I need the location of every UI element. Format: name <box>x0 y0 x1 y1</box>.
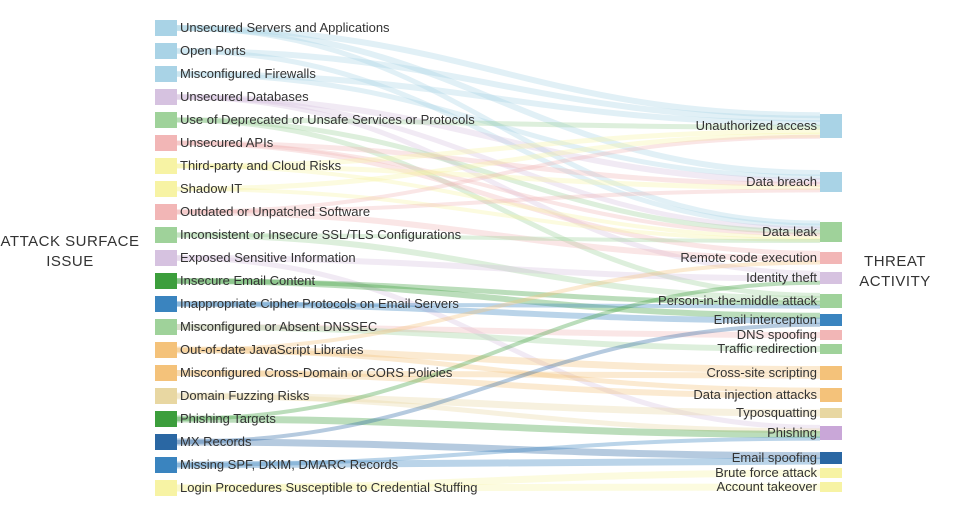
left-axis-label-line1: ATTACK SURFACE <box>0 232 140 252</box>
left-node-label: Inappropriate Cipher Protocols on Email … <box>180 296 459 312</box>
left-node-bar <box>155 204 177 220</box>
left-node-bar <box>155 342 177 358</box>
right-node-bar <box>820 330 842 340</box>
right-node-bar <box>820 252 842 264</box>
left-node-label: Shadow IT <box>180 181 242 197</box>
left-node-label: Misconfigured Firewalls <box>180 66 316 82</box>
right-node-bar <box>820 408 842 418</box>
sankey-link <box>177 51 820 119</box>
left-node-label: Outdated or Unpatched Software <box>180 204 370 220</box>
left-node-bar <box>155 480 177 496</box>
right-node-bar <box>820 172 842 192</box>
left-node-bar <box>155 135 177 151</box>
left-node-label: Inconsistent or Insecure SSL/TLS Configu… <box>180 227 461 243</box>
left-node-bar <box>155 43 177 59</box>
left-node-label: Misconfigured or Absent DNSSEC <box>180 319 377 335</box>
right-node-label: Typosquatting <box>736 405 817 421</box>
left-node-label: Login Procedures Susceptible to Credenti… <box>180 480 478 496</box>
left-node-bar <box>155 411 177 427</box>
right-node-label: Remote code execution <box>680 250 817 266</box>
left-node-bar <box>155 20 177 36</box>
left-axis-label: ATTACK SURFACE ISSUE <box>0 232 140 271</box>
right-node-label: Email interception <box>714 312 817 328</box>
left-node-bar <box>155 388 177 404</box>
left-node-bar <box>155 66 177 82</box>
right-node-bar <box>820 314 842 326</box>
left-axis-label-line2: ISSUE <box>0 252 140 272</box>
left-node-label: Misconfigured Cross-Domain or CORS Polic… <box>180 365 452 381</box>
left-node-label: Domain Fuzzing Risks <box>180 388 309 404</box>
right-node-bar <box>820 114 842 138</box>
left-node-bar <box>155 434 177 450</box>
left-node-label: Out-of-date JavaScript Libraries <box>180 342 364 358</box>
left-node-label: Missing SPF, DKIM, DMARC Records <box>180 457 398 473</box>
left-node-bar <box>155 112 177 128</box>
right-node-bar <box>820 388 842 402</box>
left-node-bar <box>155 158 177 174</box>
right-node-label: Person-in-the-middle attack <box>658 293 817 309</box>
right-node-bar <box>820 294 842 308</box>
left-node-label: Third-party and Cloud Risks <box>180 158 341 174</box>
left-node-bar <box>155 457 177 473</box>
right-axis-label-line2: ACTIVITY <box>835 272 955 292</box>
left-node-label: Insecure Email Content <box>180 273 315 289</box>
right-node-label: Email spoofing <box>732 450 817 466</box>
right-node-bar <box>820 452 842 464</box>
right-axis-label-line1: THREAT <box>835 252 955 272</box>
right-node-label: Phishing <box>767 425 817 441</box>
right-node-bar <box>820 468 842 478</box>
sankey-diagram: { "diagram": { "type": "sankey", "width"… <box>0 0 960 506</box>
right-node-bar <box>820 366 842 380</box>
right-node-label: Data injection attacks <box>693 387 817 403</box>
left-node-bar <box>155 273 177 289</box>
right-node-label: Identity theft <box>746 270 817 286</box>
right-node-bar <box>820 426 842 440</box>
left-node-bar <box>155 250 177 266</box>
right-node-bar <box>820 344 842 354</box>
sankey-link <box>177 235 820 299</box>
left-node-label: Exposed Sensitive Information <box>180 250 356 266</box>
left-node-bar <box>155 181 177 197</box>
left-node-bar <box>155 227 177 243</box>
left-node-label: Phishing Targets <box>180 411 276 427</box>
left-node-label: Open Ports <box>180 43 246 59</box>
right-node-label: Data leak <box>762 224 817 240</box>
right-node-bar <box>820 482 842 492</box>
right-axis-label: THREAT ACTIVITY <box>835 252 955 291</box>
right-node-bar <box>820 272 842 284</box>
sankey-link <box>177 137 820 212</box>
left-node-bar <box>155 365 177 381</box>
right-node-label: Cross-site scripting <box>706 365 817 381</box>
left-node-label: Use of Deprecated or Unsafe Services or … <box>180 112 475 128</box>
left-node-label: Unsecured Databases <box>180 89 309 105</box>
left-node-label: Unsecured APIs <box>180 135 273 151</box>
sankey-link <box>177 143 820 235</box>
left-node-bar <box>155 296 177 312</box>
left-node-label: MX Records <box>180 434 252 450</box>
right-node-label: Unauthorized access <box>696 118 817 134</box>
right-node-bar <box>820 222 842 242</box>
right-node-label: Account takeover <box>717 479 817 495</box>
left-node-label: Unsecured Servers and Applications <box>180 20 390 36</box>
left-node-bar <box>155 319 177 335</box>
sankey-link <box>177 442 820 456</box>
right-node-label: Data breach <box>746 174 817 190</box>
right-node-label: Traffic redirection <box>717 341 817 357</box>
left-node-bar <box>155 89 177 105</box>
